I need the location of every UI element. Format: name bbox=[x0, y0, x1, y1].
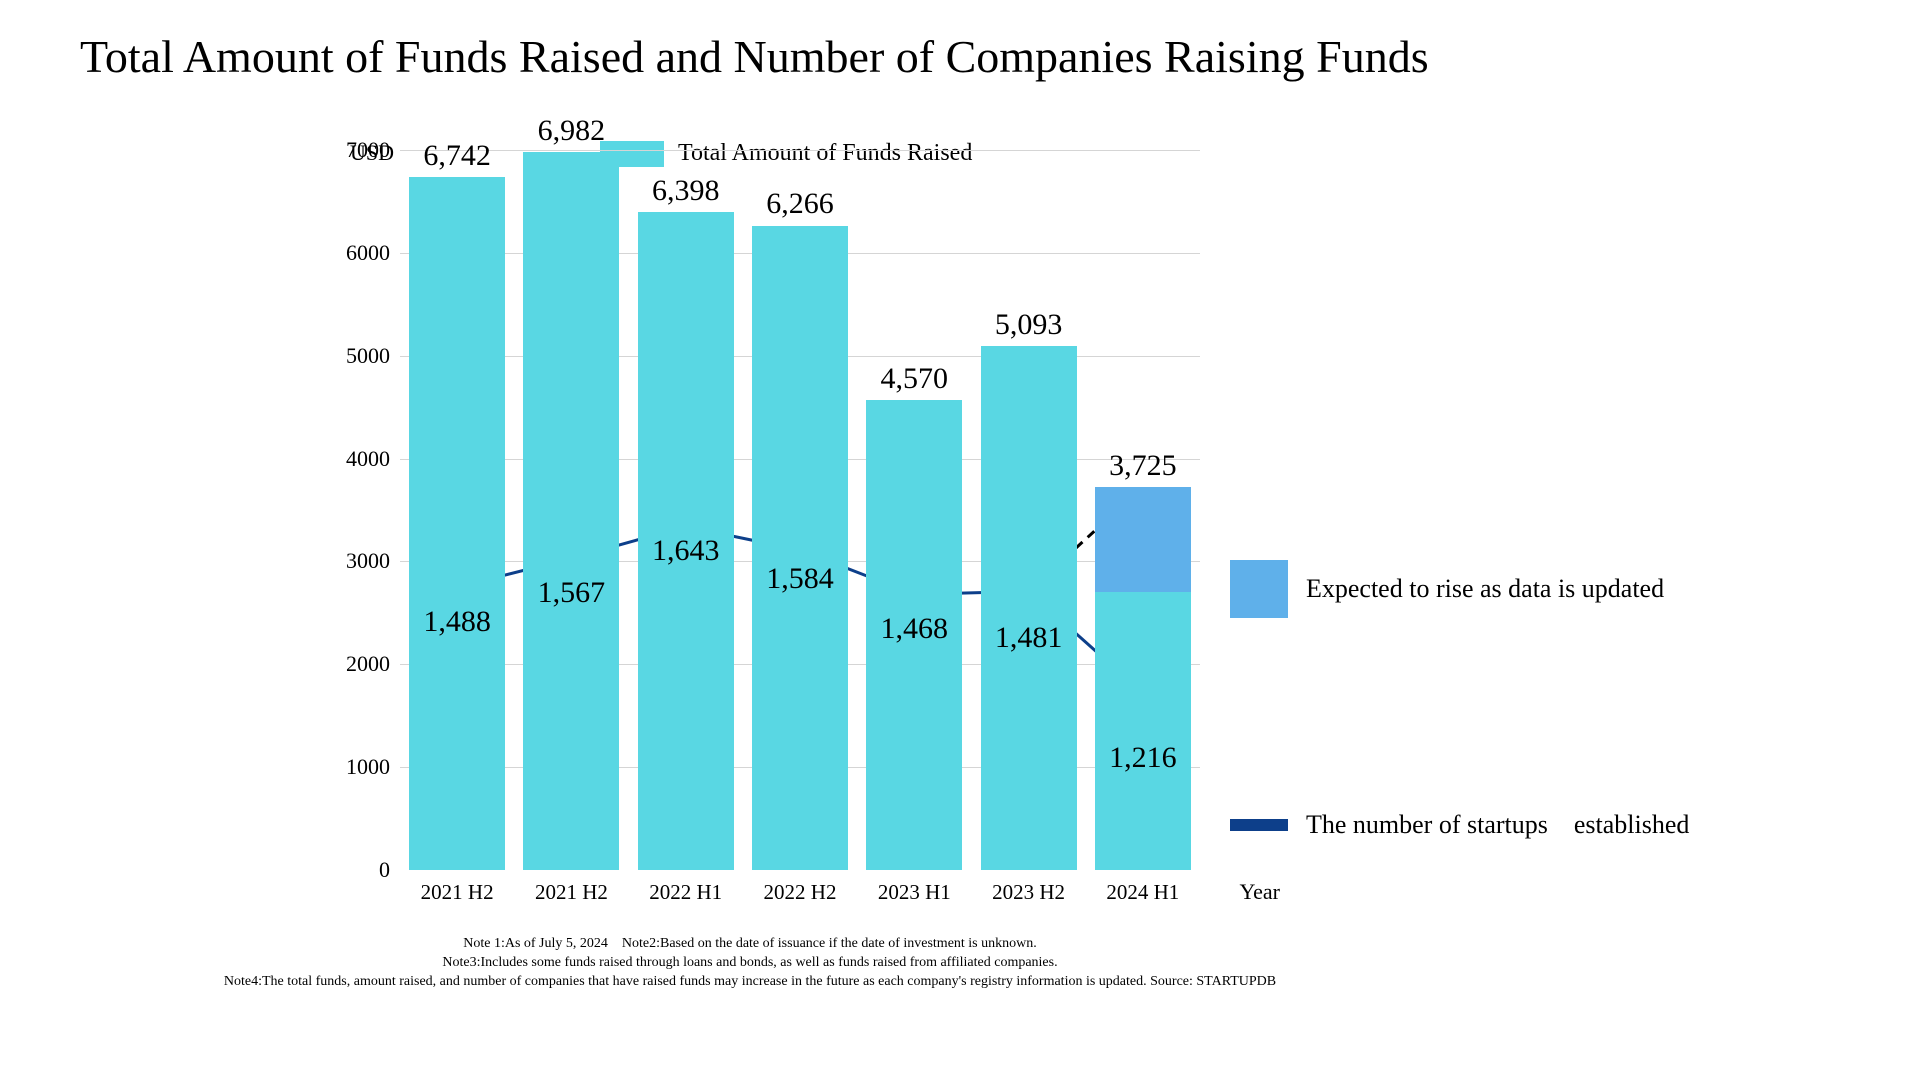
y-tick-label: 5000 bbox=[310, 343, 390, 369]
bar bbox=[981, 346, 1077, 870]
bar-stacked bbox=[1095, 487, 1191, 592]
bar-value-label: 4,570 bbox=[844, 362, 984, 396]
y-tick-label: 0 bbox=[310, 857, 390, 883]
y-tick-label: 2000 bbox=[310, 651, 390, 677]
bar bbox=[752, 226, 848, 871]
line-value-label: 1,216 bbox=[1073, 741, 1213, 775]
chart-footnotes: Note 1:As of July 5, 2024 Note2:Based on… bbox=[0, 935, 1500, 992]
y-tick-label: 4000 bbox=[310, 446, 390, 472]
bar-value-label: 3,725 bbox=[1073, 449, 1213, 483]
legend-expected-label: Expected to rise as data is updated bbox=[1306, 574, 1664, 604]
legend-line-label: The number of startups established bbox=[1306, 810, 1689, 840]
bar-value-label: 6,266 bbox=[730, 187, 870, 221]
note-line-1: Note 1:As of July 5, 2024 Note2:Based on… bbox=[0, 935, 1500, 954]
bar-value-label: 6,982 bbox=[501, 114, 641, 148]
x-tick-label: 2023 H2 bbox=[974, 880, 1084, 905]
y-tick-label: 6000 bbox=[310, 240, 390, 266]
x-tick-label: 2022 H2 bbox=[745, 880, 855, 905]
chart-title: Total Amount of Funds Raised and Number … bbox=[80, 30, 1429, 83]
legend-expected: Expected to rise as data is updated bbox=[1230, 560, 1664, 618]
x-tick-label: 2021 H2 bbox=[402, 880, 512, 905]
y-tick-label: 7000 bbox=[310, 137, 390, 163]
x-tick-label: 2023 H1 bbox=[859, 880, 969, 905]
bar bbox=[409, 177, 505, 870]
x-tick-label: 2021 H2 bbox=[516, 880, 626, 905]
chart-plot-area: USD Year 0100020003000400050006000700020… bbox=[400, 150, 1200, 870]
bar bbox=[1095, 592, 1191, 870]
bar-value-label: 5,093 bbox=[959, 308, 1099, 342]
legend-line-swatch bbox=[1230, 819, 1288, 831]
x-axis-title: Year bbox=[1239, 879, 1280, 905]
y-tick-label: 1000 bbox=[310, 754, 390, 780]
note-line-2: Note3:Includes some funds raised through… bbox=[0, 954, 1500, 973]
bar bbox=[523, 152, 619, 870]
legend-expected-swatch bbox=[1230, 560, 1288, 618]
line-value-label: 1,567 bbox=[501, 576, 641, 610]
y-tick-label: 3000 bbox=[310, 548, 390, 574]
line-value-label: 1,584 bbox=[730, 562, 870, 596]
x-tick-label: 2022 H1 bbox=[631, 880, 741, 905]
x-tick-label: 2024 H1 bbox=[1088, 880, 1198, 905]
note-line-3: Note4:The total funds, amount raised, an… bbox=[0, 973, 1500, 992]
legend-line: The number of startups established bbox=[1230, 810, 1689, 840]
line-value-label: 1,481 bbox=[959, 621, 1099, 655]
